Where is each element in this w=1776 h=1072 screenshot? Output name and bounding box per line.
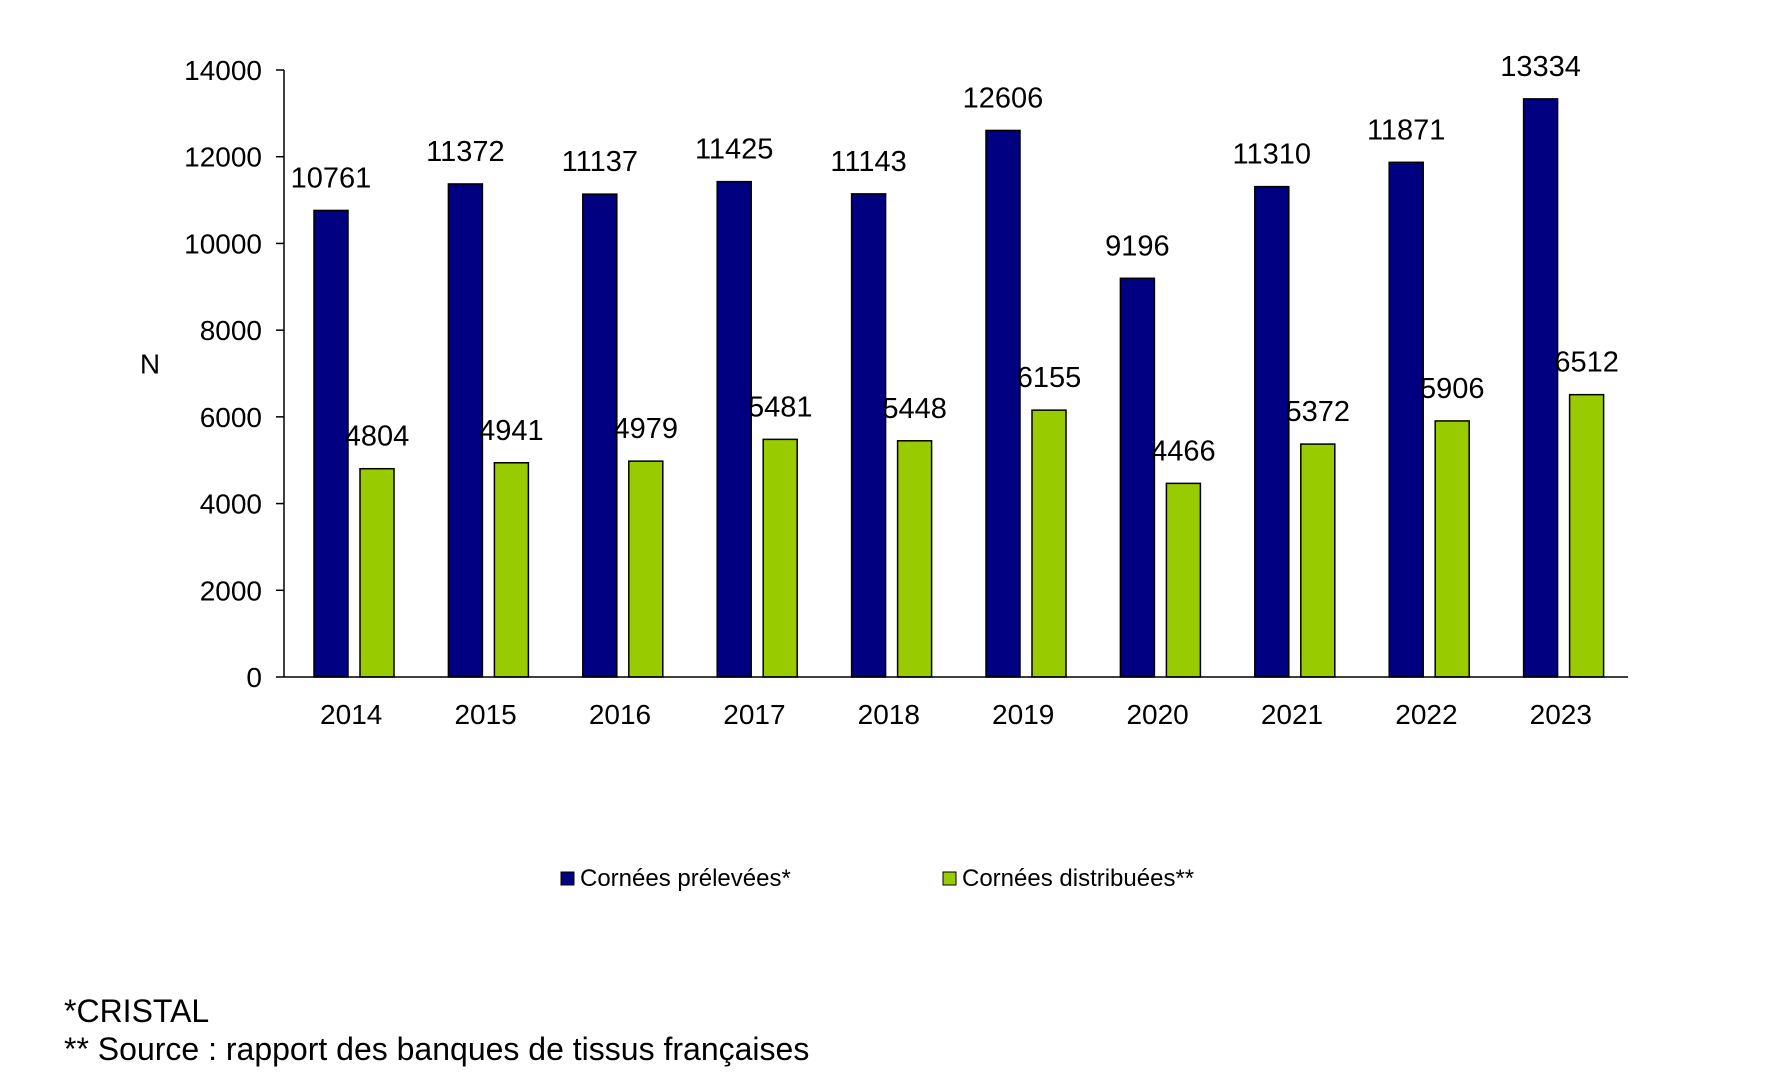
data-label: 5372 bbox=[1286, 396, 1351, 428]
data-label: 5906 bbox=[1420, 373, 1485, 405]
y-tick-label: 8000 bbox=[200, 315, 262, 346]
y-tick-label: 14000 bbox=[184, 55, 262, 86]
data-label: 11871 bbox=[1367, 114, 1446, 146]
x-tick-label: 2019 bbox=[992, 699, 1054, 730]
y-tick-label: 0 bbox=[246, 662, 262, 693]
y-tick-label: 10000 bbox=[184, 228, 262, 259]
data-label: 4804 bbox=[345, 421, 410, 453]
data-label: 9196 bbox=[1105, 230, 1170, 262]
y-axis-label: N bbox=[140, 349, 160, 380]
bar-distribuees-2017 bbox=[762, 438, 798, 678]
x-tick-label: 2015 bbox=[454, 699, 516, 730]
bar-distribuees-2016 bbox=[628, 460, 664, 678]
y-tick-label: 4000 bbox=[200, 489, 262, 520]
bar-prelevees-2014 bbox=[313, 209, 349, 678]
legend-label: Cornées distribuées** bbox=[962, 865, 1194, 892]
legend-swatch bbox=[942, 871, 957, 886]
bar-prelevees-2020 bbox=[1119, 277, 1156, 678]
data-label: 11137 bbox=[562, 146, 638, 178]
y-tick-label: 12000 bbox=[184, 142, 262, 173]
x-tick-label: 2016 bbox=[589, 699, 651, 730]
bar-chart: 0 2000 4000 6000 8000 10000 12000 14000 N 10761… bbox=[140, 51, 1628, 892]
x-tick-label: 2022 bbox=[1395, 699, 1457, 730]
x-tick-label: 2017 bbox=[723, 699, 785, 730]
bar-distribuees-2019 bbox=[1031, 409, 1067, 678]
data-label: 5448 bbox=[882, 393, 947, 425]
bar-prelevees-2021 bbox=[1254, 185, 1290, 678]
data-label: 11425 bbox=[695, 134, 774, 166]
data-label: 11310 bbox=[1233, 139, 1312, 171]
data-label: 4979 bbox=[614, 413, 679, 445]
data-label: 4466 bbox=[1151, 435, 1216, 467]
data-label: 11143 bbox=[830, 146, 906, 178]
x-tick-label: 2014 bbox=[320, 699, 382, 730]
data-label: 10761 bbox=[291, 162, 372, 194]
x-tick-label: 2020 bbox=[1126, 699, 1188, 730]
data-label: 11372 bbox=[426, 136, 505, 168]
bar-prelevees-2022 bbox=[1388, 161, 1424, 678]
bar-prelevees-2015 bbox=[447, 183, 484, 678]
x-tick-label: 2023 bbox=[1530, 699, 1592, 730]
y-axis: 0 2000 4000 6000 8000 10000 12000 14000 bbox=[184, 55, 285, 693]
x-axis: 2014 2015 2016 2017 2018 2019 2020 2021 2022 2023 bbox=[284, 676, 1628, 730]
bar-prelevees-2018 bbox=[850, 193, 887, 678]
bar-prelevees-2023 bbox=[1522, 98, 1559, 678]
bar-prelevees-2016 bbox=[582, 193, 618, 678]
bar-distribuees-2022 bbox=[1434, 420, 1470, 678]
bars bbox=[313, 98, 1605, 678]
data-label: 6512 bbox=[1554, 347, 1619, 379]
bar-distribuees-2015 bbox=[493, 462, 530, 678]
bar-distribuees-2020 bbox=[1165, 482, 1202, 678]
data-label: 4941 bbox=[479, 415, 544, 447]
x-tick-label: 2021 bbox=[1261, 699, 1323, 730]
data-label: 13334 bbox=[1500, 51, 1581, 83]
bar-distribuees-2014 bbox=[359, 467, 395, 678]
data-labels: 10761 11372 11137 11425 11143 12606 9196 11310 1… bbox=[291, 51, 1619, 467]
bar-distribuees-2018 bbox=[896, 440, 933, 678]
legend-label: Cornées prélevées* bbox=[580, 865, 791, 892]
bar-prelevees-2017 bbox=[716, 180, 752, 678]
data-label: 6155 bbox=[1017, 362, 1082, 394]
bar-distribuees-2021 bbox=[1300, 443, 1336, 678]
data-label: 5481 bbox=[748, 391, 813, 423]
bar-prelevees-2019 bbox=[985, 129, 1021, 678]
x-tick-label: 2018 bbox=[858, 699, 920, 730]
footnote-cristal: *CRISTAL bbox=[64, 993, 210, 1029]
y-tick-label: 2000 bbox=[200, 575, 262, 606]
data-label: 12606 bbox=[963, 82, 1044, 114]
legend: Cornées prélevées* Cornées distribuées** bbox=[560, 865, 1194, 892]
footnote-source: ** Source : rapport des banques de tissu… bbox=[64, 1031, 810, 1067]
legend-swatch bbox=[560, 871, 575, 886]
bar-distribuees-2023 bbox=[1568, 393, 1605, 678]
y-tick-label: 6000 bbox=[200, 402, 262, 433]
